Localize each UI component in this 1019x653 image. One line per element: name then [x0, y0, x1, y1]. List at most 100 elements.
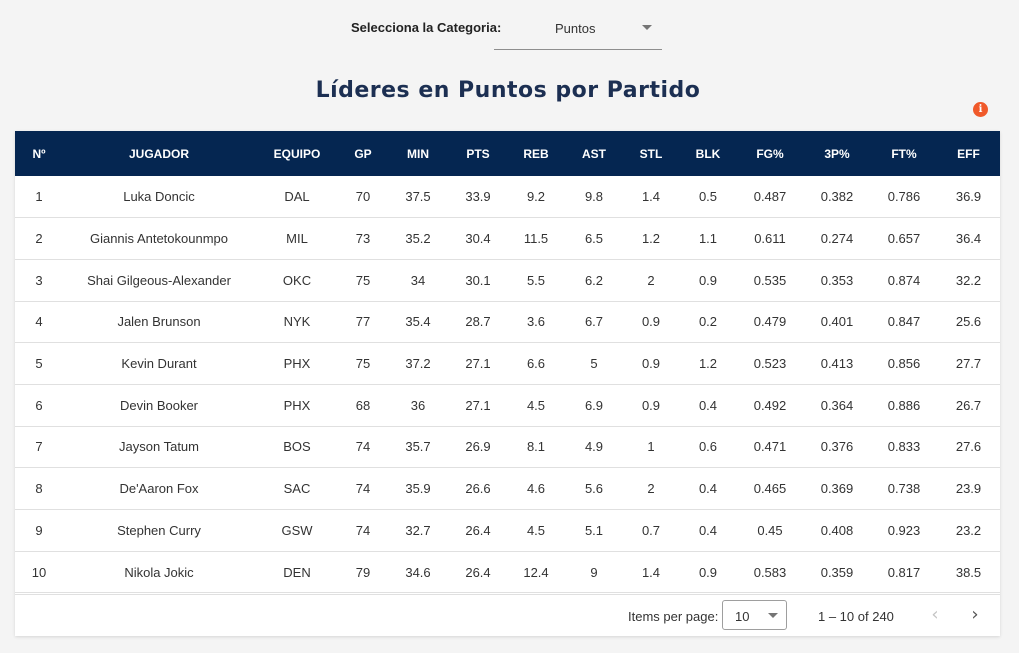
table-cell: OKC: [282, 272, 312, 288]
table-cell: 26.6: [465, 481, 491, 497]
category-selector-row: Selecciona la Categoria: Puntos: [0, 0, 1019, 56]
table-row[interactable]: 2 Giannis Antetokounmpo MIL 73 35.2 30.4 11.5 6…: [15, 218, 1000, 260]
table-cell: 0.583: [753, 564, 787, 580]
table-cell: 0.9: [641, 397, 661, 413]
column-header[interactable]: AST: [582, 146, 606, 161]
table-cell: 37.5: [405, 189, 431, 205]
table-cell: BOS: [283, 439, 311, 455]
table-cell: 75: [355, 356, 371, 372]
chevron-down-icon: [768, 613, 778, 618]
table-cell: 0.847: [887, 314, 921, 330]
page-title: Líderes en Puntos por Partido: [315, 78, 701, 103]
table-cell: 74: [355, 439, 371, 455]
table-cell: 0.9: [698, 564, 718, 580]
table-cell: 5: [35, 356, 43, 372]
items-per-page-value: 10: [735, 609, 750, 624]
column-header[interactable]: FG%: [756, 146, 784, 161]
column-header[interactable]: Nº: [32, 146, 46, 161]
table-cell: Kevin Durant: [121, 356, 197, 372]
table-body: 1 Luka Doncic DAL 70 37.5 33.9 9.2 9.8 1.4 0.5 0.4…: [15, 176, 1000, 593]
table-cell: 26.4: [465, 522, 491, 538]
table-cell: NYK: [283, 314, 311, 330]
table-row[interactable]: 9 Stephen Curry GSW 74 32.7 26.4 4.5 5.1 0.7 0.4 0…: [15, 510, 1000, 552]
table-cell: 4.5: [526, 522, 546, 538]
table-cell: 1.4: [641, 564, 661, 580]
column-header[interactable]: BLK: [695, 146, 721, 161]
table-cell: 0.471: [753, 439, 787, 455]
page-range-label: 1 – 10 of 240: [818, 609, 894, 624]
table-cell: 1.4: [641, 189, 661, 205]
items-per-page-select[interactable]: 10: [722, 600, 787, 630]
previous-page-button[interactable]: ‹: [931, 604, 939, 625]
table-cell: 27.1: [465, 356, 491, 372]
table-cell: 0.487: [753, 189, 787, 205]
table-cell: 35.9: [405, 481, 431, 497]
table-cell: De'Aaron Fox: [119, 481, 199, 497]
table-cell: 5.6: [584, 481, 604, 497]
table-cell: 5.5: [526, 272, 546, 288]
table-cell: 6.7: [584, 314, 604, 330]
table-cell: Nikola Jokic: [124, 564, 194, 580]
table-cell: 0.6: [698, 439, 718, 455]
table-cell: 4.5: [526, 397, 546, 413]
table-cell: 9.2: [526, 189, 546, 205]
table-cell: 0.886: [887, 397, 921, 413]
table-cell: 0.833: [887, 439, 921, 455]
table-cell: 23.9: [955, 481, 982, 497]
table-row[interactable]: 7 Jayson Tatum BOS 74 35.7 26.9 8.1 4.9 1 0.6 0.47…: [15, 426, 1000, 468]
table-cell: 23.2: [955, 522, 982, 538]
table-cell: 1: [35, 189, 43, 205]
table-cell: GSW: [281, 522, 313, 538]
info-icon[interactable]: i: [973, 102, 988, 117]
table-cell: 74: [355, 481, 371, 497]
table-row[interactable]: 5 Kevin Durant PHX 75 37.2 27.1 6.6 5 0.9 1.2 0.52…: [15, 343, 1000, 385]
table-cell: 1: [647, 439, 655, 455]
column-header[interactable]: JUGADOR: [128, 146, 189, 161]
table-cell: 0.611: [754, 231, 786, 247]
table-row[interactable]: 8 De'Aaron Fox SAC 74 35.9 26.6 4.6 5.6 2 0.4 0.46…: [15, 468, 1000, 510]
table-cell: 0.376: [820, 439, 854, 455]
table-cell: 75: [355, 272, 371, 288]
table-cell: 2: [647, 481, 655, 497]
table-cell: 4: [35, 314, 43, 330]
table-cell: 12.4: [523, 564, 549, 580]
table-row[interactable]: 1 Luka Doncic DAL 70 37.5 33.9 9.2 9.8 1.4 0.5 0.4…: [15, 176, 1000, 218]
table-row[interactable]: 4 Jalen Brunson NYK 77 35.4 28.7 3.6 6.7 0.9 0.2 0…: [15, 301, 1000, 343]
table-row[interactable]: 10 Nikola Jokic DEN 79 34.6 26.4 12.4 9 1.4 0.9 0.…: [15, 551, 1000, 593]
table-cell: 0.479: [753, 314, 787, 330]
category-select[interactable]: Puntos: [494, 12, 662, 50]
column-header[interactable]: STL: [639, 146, 663, 161]
table-cell: 0.9: [641, 314, 661, 330]
column-header[interactable]: EQUIPO: [273, 146, 321, 161]
table-cell: 0.382: [820, 189, 854, 205]
column-header[interactable]: GP: [354, 146, 372, 161]
next-page-button[interactable]: ›: [971, 604, 979, 625]
table-cell: 27.1: [465, 397, 491, 413]
table-cell: 0.874: [887, 272, 921, 288]
column-header[interactable]: PTS: [466, 146, 490, 161]
table-cell: 1.2: [641, 231, 661, 247]
table-cell: 5.1: [584, 522, 604, 538]
items-per-page-label: Items per page:: [628, 609, 719, 624]
table-cell: 33.9: [465, 189, 491, 205]
stats-table-card: Nº JUGADOR EQUIPO GP MIN PTS REB AST STL BLK FG% 3P…: [15, 131, 1000, 636]
table-row[interactable]: 3 Shai Gilgeous-Alexander OKC 75 34 30.1 5.5 6.…: [15, 259, 1000, 302]
table-cell: 77: [355, 314, 371, 330]
table-cell: PHX: [283, 397, 311, 413]
table-cell: 0.7: [641, 522, 661, 538]
table-cell: 2: [35, 231, 43, 247]
table-cell: Giannis Antetokounmpo: [89, 231, 229, 247]
chevron-down-icon: [642, 25, 652, 30]
column-header[interactable]: 3P%: [824, 146, 850, 161]
column-header[interactable]: REB: [523, 146, 549, 161]
column-header[interactable]: EFF: [957, 146, 980, 161]
table-cell: 73: [355, 231, 371, 247]
column-header[interactable]: FT%: [891, 146, 917, 161]
table-cell: 35.2: [405, 231, 431, 247]
table-cell: 30.4: [465, 231, 491, 247]
table-cell: 10: [31, 564, 47, 580]
table-cell: 26.4: [465, 564, 491, 580]
column-header[interactable]: MIN: [407, 146, 429, 161]
table-row[interactable]: 6 Devin Booker PHX 68 36 27.1 4.5 6.9 0.9 0.4 0.49…: [15, 384, 1000, 427]
table-cell: Devin Booker: [119, 397, 199, 413]
